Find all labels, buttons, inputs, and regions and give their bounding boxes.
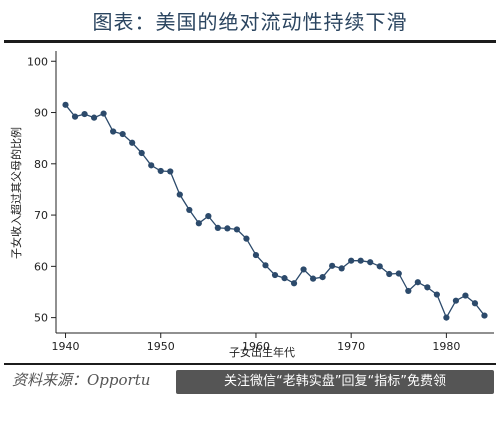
data-point [367,259,374,266]
y-tick-label: 60 [34,260,48,273]
y-tick-label: 100 [27,55,48,68]
data-point [462,292,469,299]
y-axis-label: 子女收入超过其父母的比例 [9,127,23,259]
data-point [395,270,402,277]
data-point [252,251,260,259]
data-point [300,266,307,273]
y-tick-label: 90 [34,107,48,120]
data-point [281,275,288,282]
data-point [414,279,421,286]
x-tick-label: 1980 [432,340,460,353]
data-point [148,162,155,169]
data-point [195,220,202,227]
wechat-overlay-banner: 关注微信“老韩实盘”回复“指标”免费领 [176,370,494,394]
y-tick-label: 70 [34,209,48,222]
data-point [110,128,117,135]
data-point [62,101,69,108]
data-point [471,300,479,307]
data-point [157,167,164,175]
data-point [243,235,250,242]
data-point [119,130,126,138]
data-point [386,270,393,278]
data-point [233,226,241,233]
data-point [224,225,231,232]
data-point [262,262,269,269]
data-point [452,297,460,304]
data-point [376,263,383,270]
data-point [271,271,279,279]
data-point [443,314,450,321]
line-chart: 50 60 70 80 90 100 1940 1950 1960 1970 1980 子女收入超过… [9,51,494,359]
data-point [329,262,336,269]
plot-area [62,101,488,321]
data-point [90,114,98,121]
data-point [481,312,488,319]
x-axis-label: 子女出生年代 [229,345,295,359]
bottom-rule [4,363,496,365]
data-point [71,113,79,120]
data-point [100,110,107,117]
data-point [214,224,221,231]
data-point [319,274,326,281]
axes: 50 60 70 80 90 100 1940 1950 1960 1970 1980 [27,51,494,353]
x-tick-label: 1970 [337,340,365,353]
x-tick-label: 1950 [147,340,175,353]
data-point [290,280,298,287]
data-point [348,257,355,264]
x-tick-label: 1960 [242,340,270,353]
x-tick-label: 1940 [52,340,80,353]
data-point [338,265,345,272]
data-point [357,257,364,264]
data-point [176,191,183,198]
source-note: 资料来源：Opportu [12,371,151,389]
data-point [138,149,145,157]
data-point [129,139,136,146]
data-point [81,110,88,118]
data-point [186,206,193,214]
series-line [64,104,486,319]
data-point [205,212,212,220]
data-point [433,291,440,298]
data-point [309,275,317,282]
y-tick-label: 50 [34,312,48,325]
page-title: 图表：美国的绝对流动性持续下滑 [92,9,408,34]
data-point [424,284,431,291]
y-tick-label: 80 [34,158,48,171]
data-point [405,287,412,295]
data-point [167,168,174,175]
top-rule [4,40,496,43]
